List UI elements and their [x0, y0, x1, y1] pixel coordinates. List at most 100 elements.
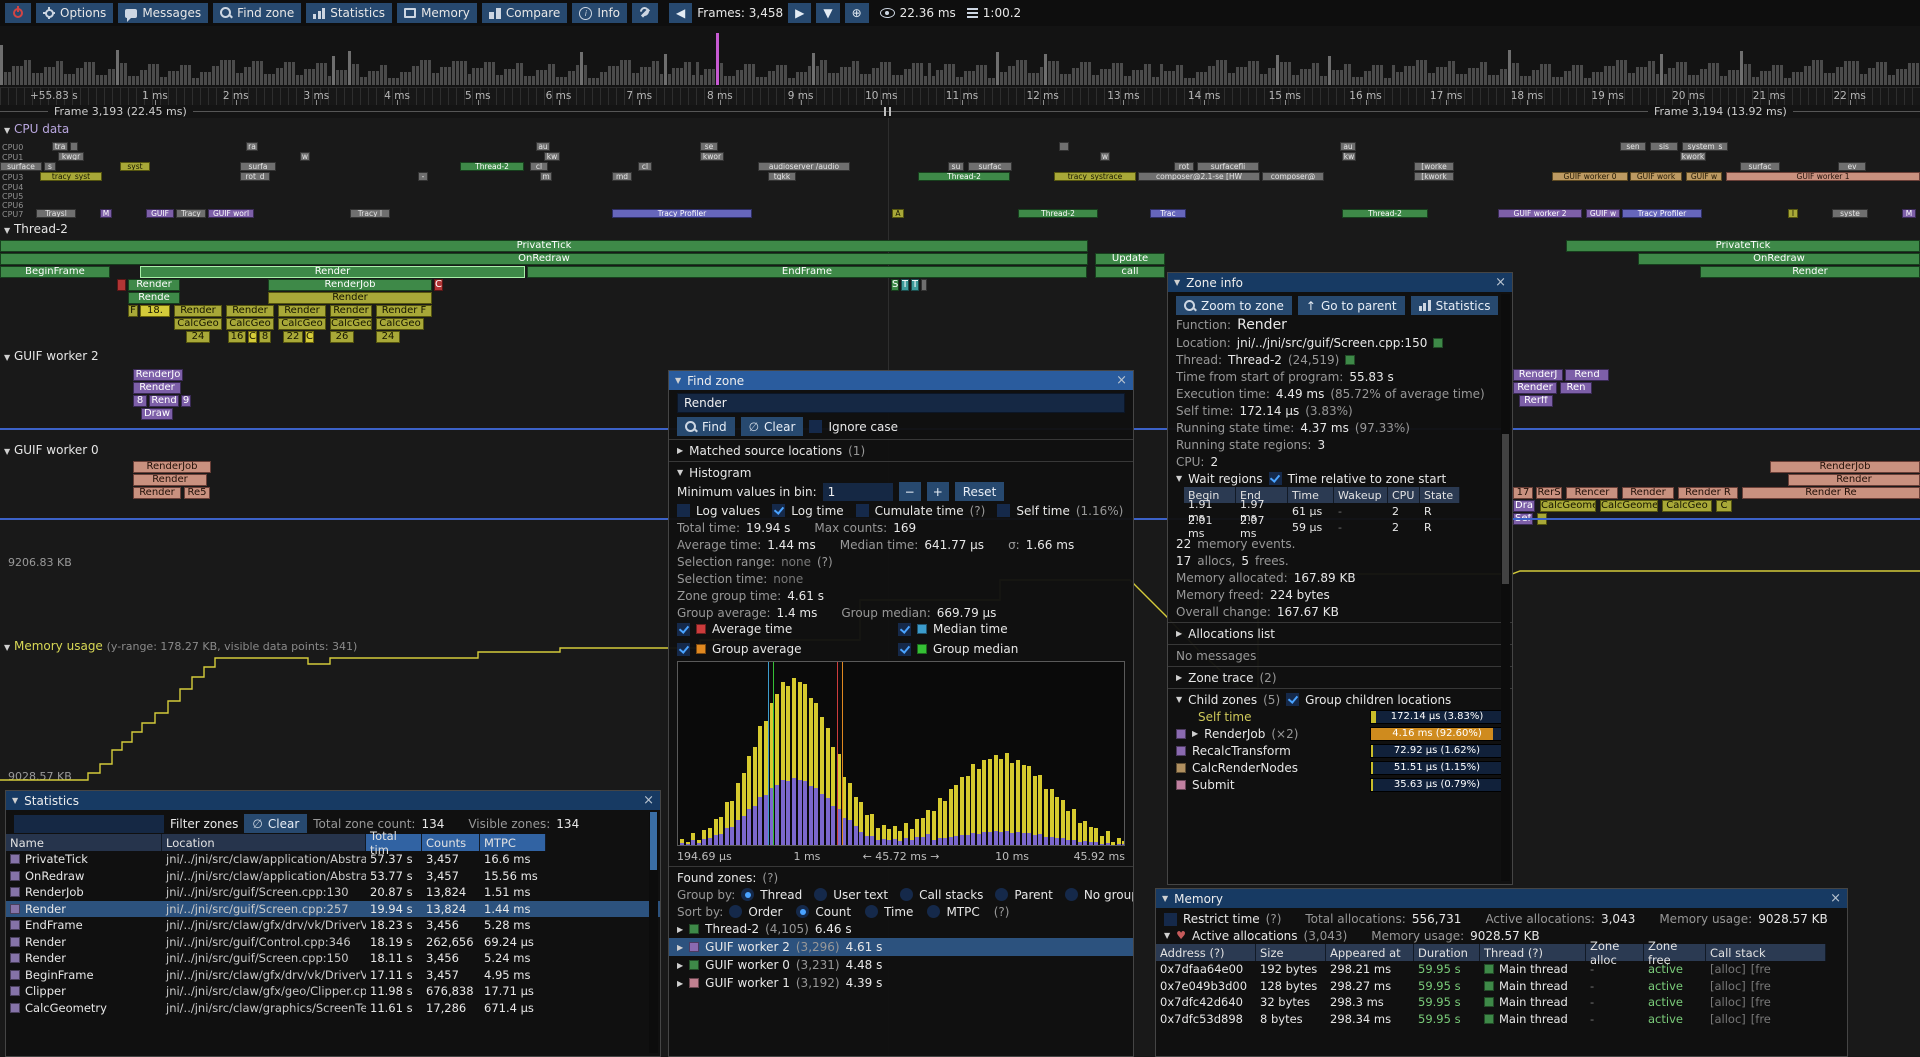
zone[interactable]: C — [305, 331, 314, 343]
frame-bar[interactable] — [136, 76, 139, 85]
frame-bar[interactable] — [632, 73, 635, 85]
frame-bar[interactable] — [1472, 68, 1475, 85]
frame-bar[interactable] — [760, 77, 763, 85]
frame-bar[interactable] — [828, 73, 831, 85]
frame-bar[interactable] — [1868, 68, 1871, 85]
frame-bar[interactable] — [252, 61, 255, 85]
frame-bar[interactable] — [708, 69, 711, 85]
cpu-zone[interactable]: ra — [246, 142, 258, 151]
frame-bar[interactable] — [1872, 68, 1875, 85]
legend-checkbox[interactable] — [677, 622, 690, 636]
frame-bar[interactable] — [944, 64, 947, 85]
frame-bar[interactable] — [1500, 69, 1503, 85]
frame-bar[interactable] — [1044, 54, 1047, 85]
radio-button[interactable] — [865, 905, 879, 918]
frame-bar[interactable] — [1260, 74, 1263, 85]
frame-bar[interactable] — [80, 68, 83, 85]
close-icon[interactable]: × — [1116, 373, 1127, 388]
frame-bar[interactable] — [1404, 66, 1407, 85]
frame-bar[interactable] — [1692, 75, 1695, 85]
cpu-zone[interactable]: GUIF worker 0 — [1552, 172, 1628, 181]
frame-bar[interactable] — [1564, 71, 1567, 85]
zone[interactable]: Render — [133, 382, 181, 394]
frame-bar[interactable] — [860, 74, 863, 85]
clear-filter-button[interactable]: ∅ Clear — [244, 814, 308, 833]
cpu-zone[interactable]: Tracy Profiler — [1622, 209, 1702, 218]
frame-bar[interactable] — [104, 75, 107, 85]
frame-bar[interactable] — [1344, 64, 1347, 85]
frame-bar[interactable] — [1328, 56, 1331, 85]
frame-bar[interactable] — [536, 70, 539, 85]
frame-bar[interactable] — [1300, 69, 1303, 85]
frame-bar[interactable] — [488, 62, 491, 85]
frame-bar[interactable] — [1320, 76, 1323, 85]
frame-bar[interactable] — [1544, 64, 1547, 85]
frame-bar[interactable] — [1636, 67, 1639, 85]
frame-bar[interactable] — [684, 62, 687, 85]
zone[interactable]: Render — [133, 474, 207, 486]
frame-bar[interactable] — [1828, 73, 1831, 85]
frame-bar[interactable] — [892, 75, 895, 85]
frame-bar[interactable] — [1672, 68, 1675, 85]
frame-bar[interactable] — [220, 60, 223, 85]
frame-bar[interactable] — [1876, 62, 1879, 85]
frame-bar[interactable] — [1428, 73, 1431, 85]
frame-bar[interactable] — [1016, 60, 1019, 85]
frame-bar[interactable] — [420, 60, 423, 85]
stats-table-row[interactable]: OnRedraw jni/../jni/src/claw/application… — [6, 868, 660, 885]
frame-bar[interactable] — [292, 62, 295, 85]
increase-button[interactable]: + — [926, 482, 949, 501]
cpu-zone[interactable]: tgkk — [768, 172, 796, 181]
frame-bar[interactable] — [1392, 65, 1395, 85]
frame-bar[interactable] — [1296, 75, 1299, 85]
zone[interactable]: CalcGeomet — [1600, 500, 1658, 512]
cpu-zone[interactable]: GUIF worker 2 — [1498, 209, 1582, 218]
power-button[interactable] — [5, 3, 31, 23]
zone[interactable]: CalcGeo — [278, 318, 326, 330]
frame-bar[interactable] — [1660, 54, 1663, 85]
frame-bar[interactable] — [216, 66, 219, 85]
zone[interactable]: OnRedraw — [0, 253, 1088, 265]
frame-bar[interactable] — [72, 74, 75, 85]
matched-source-locations-row[interactable]: ▶ Matched source locations (1) — [669, 442, 1133, 459]
frame-bar[interactable] — [1644, 67, 1647, 85]
frame-bar[interactable] — [1752, 77, 1755, 85]
frame-bar[interactable] — [1812, 60, 1815, 85]
cpu-zone[interactable]: au — [1340, 142, 1356, 151]
frame-bar[interactable] — [1852, 61, 1855, 85]
frame-bar[interactable] — [840, 67, 843, 85]
frame-bar[interactable] — [1304, 69, 1307, 85]
frame-bar[interactable] — [576, 65, 579, 85]
zone[interactable]: CalcGeo — [376, 318, 424, 330]
frame-bar[interactable] — [1224, 60, 1227, 85]
frame-bar[interactable] — [1476, 68, 1479, 85]
frame-bar[interactable] — [1340, 70, 1343, 85]
zone-info-titlebar[interactable]: ▼ Zone info × — [1168, 273, 1512, 292]
frame-bar[interactable] — [52, 67, 55, 85]
frame-row[interactable]: Frame 3,193 (22.45 ms) Frame 3,194 (13.9… — [0, 105, 1920, 118]
frame-bar[interactable] — [1648, 61, 1651, 85]
frame-bar[interactable] — [1652, 61, 1655, 85]
zone[interactable]: PrivateTick — [1566, 240, 1920, 252]
zone[interactable]: Render F — [376, 305, 432, 317]
cpu-zone[interactable]: I — [1788, 209, 1798, 218]
frame-bar[interactable] — [1572, 65, 1575, 85]
frame-bar[interactable] — [1900, 69, 1903, 85]
frame-bar[interactable] — [940, 70, 943, 85]
frame-bar[interactable] — [176, 71, 179, 85]
frame-bar[interactable] — [992, 78, 995, 85]
frame-bar[interactable] — [1884, 62, 1887, 85]
cpu-zone[interactable]: sen — [1620, 142, 1646, 151]
zone[interactable]: CalcGeo — [330, 318, 372, 330]
frame-bar[interactable] — [236, 73, 239, 85]
frame-bar[interactable] — [1096, 75, 1099, 85]
collapse-icon[interactable]: ▼ — [1176, 474, 1183, 483]
frame-bar[interactable] — [1656, 74, 1659, 85]
frame-bar[interactable] — [824, 60, 827, 85]
frame-bar[interactable] — [1388, 78, 1391, 85]
frame-bar[interactable] — [1208, 66, 1211, 85]
frame-bar[interactable] — [1192, 78, 1195, 85]
frame-bar[interactable] — [1364, 71, 1367, 85]
cpu-zone[interactable]: kw — [544, 152, 560, 161]
frame-bar[interactable] — [300, 75, 303, 85]
